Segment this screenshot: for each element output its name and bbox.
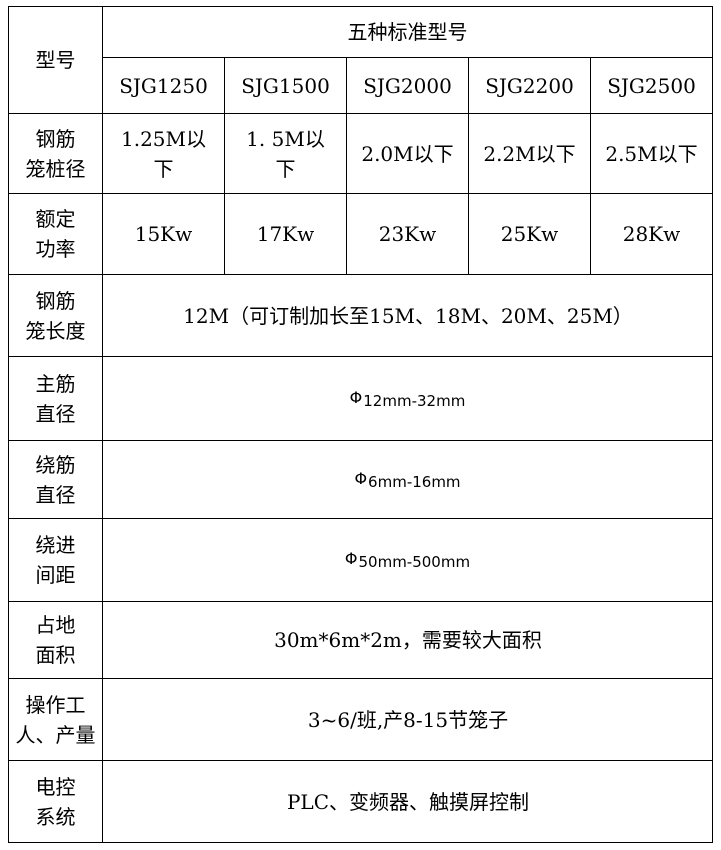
- table-row-main-bar-diameter: 主筋 直径 Φ12mm-32mm: [8, 356, 713, 441]
- table-row-wrap-pitch: 绕进 间距 Φ50mm-500mm: [8, 518, 713, 602]
- table-row-cage-length: 钢筋 笼长度 12M（可订制加长至15M、18M、20M、25M）: [8, 274, 713, 357]
- spec-value-text: 3~6/班,产8-15节笼子: [307, 707, 509, 732]
- phi-symbol: Φ: [354, 468, 368, 488]
- spec-value-cell: 1.25M以 下: [102, 113, 225, 194]
- spec-value-text: 12M（可订制加长至15M、18M、20M、25M）: [183, 303, 633, 328]
- table-row-rated-power: 额定 功率 15Kw 17Kw 23Kw 25Kw 28Kw: [8, 193, 713, 275]
- spec-value-cell: 30m*6m*2m，需要较大面积: [102, 601, 713, 679]
- spec-value-text: PLC、变频器、触摸屏控制: [286, 789, 530, 814]
- row-label-cell: 绕进 间距: [8, 518, 103, 602]
- spec-value-cell: PLC、变频器、触摸屏控制: [102, 760, 713, 843]
- row-label-cell: 电控 系统: [8, 760, 103, 843]
- model-header-cell: SJG2200: [468, 57, 591, 114]
- model-header-cell: SJG2000: [346, 57, 469, 114]
- row-label-cell: 主筋 直径: [8, 356, 103, 441]
- spec-value-cell: 2.5M以下: [590, 113, 713, 194]
- phi-symbol: Φ: [349, 387, 363, 407]
- table-row-pile-diameter: 钢筋 笼桩径 1.25M以 下 1. 5M以 下 2.0M以下 2.2M以下 2…: [8, 113, 713, 194]
- spec-value-cell: 28Kw: [590, 193, 713, 275]
- spec-value-cell: 12M（可订制加长至15M、18M、20M、25M）: [102, 274, 713, 357]
- spec-value-cell: 15Kw: [102, 193, 225, 275]
- spec-value-cell: 3~6/班,产8-15节笼子: [102, 678, 713, 761]
- row-label-cell: 绕筋 直径: [8, 440, 103, 519]
- table-row-models: SJG1250 SJG1500 SJG2000 SJG2200 SJG2500: [9, 57, 713, 114]
- corner-model-label-cell: 型号: [8, 6, 103, 114]
- phi-symbol: Φ: [344, 549, 358, 568]
- spec-value-cell: 1. 5M以 下: [224, 113, 347, 194]
- table-row-floor-area: 占地 面积 30m*6m*2m，需要较大面积: [8, 601, 713, 679]
- table-row-group-header: 型号 五种标准型号: [8, 6, 713, 114]
- table-row-workers-output: 操作工 人、产量 3~6/班,产8-15节笼子: [8, 678, 713, 761]
- spec-value-cell: 17Kw: [224, 193, 347, 275]
- model-header-cell: SJG1250: [102, 57, 225, 114]
- row-label-cell: 操作工 人、产量: [8, 678, 103, 761]
- spec-value-text: 30m*6m*2m，需要较大面积: [274, 628, 542, 652]
- group-header-cell: 五种标准型号: [102, 6, 713, 58]
- spec-value-text: 12mm-32mm: [363, 391, 466, 410]
- model-header-cell: SJG2500: [590, 57, 713, 114]
- model-header-cell: SJG1500: [224, 57, 347, 114]
- spec-value-text: 50mm-500mm: [358, 553, 471, 571]
- row-label-cell: 钢筋 笼长度: [8, 274, 103, 357]
- spec-value-text: 6mm-16mm: [368, 472, 461, 491]
- table-row-wrap-bar-diameter: 绕筋 直径 Φ6mm-16mm: [8, 440, 713, 519]
- row-label-cell: 占地 面积: [8, 601, 103, 679]
- spec-value-cell: 25Kw: [468, 193, 591, 275]
- spec-value-cell: Φ50mm-500mm: [102, 518, 713, 602]
- spec-value-cell: Φ6mm-16mm: [102, 440, 713, 519]
- spec-value-cell: 2.0M以下: [346, 113, 469, 194]
- row-label-cell: 钢筋 笼桩径: [8, 113, 103, 194]
- spec-value-cell: 23Kw: [346, 193, 469, 275]
- row-label-cell: 额定 功率: [8, 193, 103, 275]
- spec-value-cell: 2.2M以下: [468, 113, 591, 194]
- spec-table: 型号 五种标准型号 SJG1250 SJG1500 SJG2000 SJG220…: [8, 6, 713, 843]
- table-row-control-system: 电控 系统 PLC、变频器、触摸屏控制: [8, 760, 713, 843]
- spec-value-cell: Φ12mm-32mm: [102, 356, 713, 441]
